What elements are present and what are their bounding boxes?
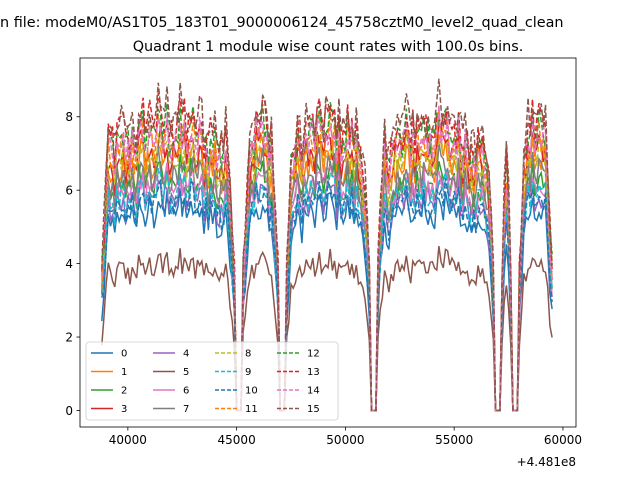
- legend-box: [85, 341, 339, 421]
- series-line-15: [101, 78, 553, 412]
- series-line-13: [101, 92, 553, 412]
- legend-label-2: 2: [121, 386, 127, 397]
- chart-title: Quadrant 1 module wise count rates with …: [133, 39, 524, 55]
- x-tick-label: 55000: [435, 433, 473, 447]
- x-tick-label: 45000: [218, 433, 256, 447]
- legend-label-5: 5: [183, 367, 189, 378]
- series-line-5: [101, 245, 553, 412]
- legend-label-7: 7: [183, 404, 189, 415]
- series-line-9: [101, 168, 553, 412]
- y-tick-label: 6: [65, 184, 73, 198]
- y-tick-label: 0: [65, 404, 73, 418]
- legend-label-12: 12: [307, 349, 320, 360]
- plot-area-frame: [79, 57, 577, 428]
- y-axis: 0 2 4 6 8: [65, 110, 80, 418]
- series-line-10: [101, 177, 553, 412]
- x-tick-label: 40000: [109, 433, 147, 447]
- x-tick-label: 60000: [544, 433, 582, 447]
- legend-label-6: 6: [183, 386, 189, 397]
- legend-label-4: 4: [183, 349, 189, 360]
- y-tick-label: 2: [65, 331, 73, 345]
- series-line-12: [101, 102, 553, 412]
- figure-suptitle: n file: modeM0/AS1T05_183T01_9000006124_…: [0, 15, 564, 31]
- series-line-14: [101, 104, 553, 412]
- legend-label-9: 9: [245, 367, 251, 378]
- legend-label-8: 8: [245, 349, 251, 360]
- x-tick-label: 50000: [326, 433, 364, 447]
- legend-label-13: 13: [307, 367, 320, 378]
- legend-label-11: 11: [245, 404, 258, 415]
- legend-label-10: 10: [245, 386, 258, 397]
- x-axis: 40000 45000 50000 55000 60000: [109, 427, 582, 447]
- legend-label-1: 1: [121, 367, 127, 378]
- x-offset-label: +4.481e8: [517, 455, 576, 469]
- series-line-7: [101, 142, 553, 412]
- legend-label-3: 3: [121, 404, 127, 415]
- legend-label-0: 0: [121, 349, 127, 360]
- series-layer: [101, 78, 553, 412]
- legend-label-14: 14: [307, 386, 320, 397]
- y-tick-label: 4: [65, 257, 73, 271]
- y-tick-label: 8: [65, 110, 73, 124]
- legend-label-15: 15: [307, 404, 320, 415]
